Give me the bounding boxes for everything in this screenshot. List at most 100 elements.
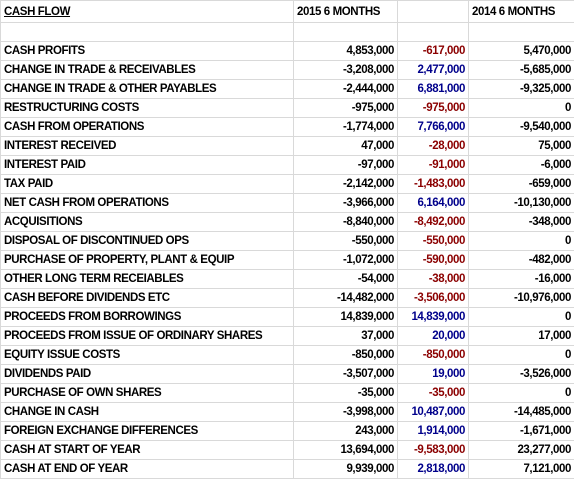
row-label: OTHER LONG TERM RECEIABLES	[0, 269, 294, 289]
value-cell: -35,000	[397, 383, 469, 403]
value-cell: -16,000	[468, 269, 574, 289]
value-cell: -9,325,000	[468, 79, 574, 99]
value-cell: -3,998,000	[293, 402, 398, 422]
blank-row	[0, 22, 574, 42]
value-cell: -975,000	[397, 98, 469, 118]
value-cell: 13,694,000	[293, 440, 398, 460]
value-cell: 7,766,000	[397, 117, 469, 137]
value-cell: 5,470,000	[468, 41, 574, 61]
value-cell: 0	[468, 383, 574, 403]
value-cell: 0	[468, 98, 574, 118]
data-row: OTHER LONG TERM RECEIABLES -54,000 -38,000…	[0, 269, 574, 289]
value-cell: -97,000	[293, 155, 398, 175]
row-label: INTEREST RECEIVED	[0, 136, 294, 156]
value-cell: -1,671,000	[468, 421, 574, 441]
row-label: PURCHASE OF PROPERTY, PLANT & EQUIP	[0, 250, 294, 270]
value-cell: -1,072,000	[293, 250, 398, 270]
row-label: CASH PROFITS	[0, 41, 294, 61]
row-label: CHANGE IN TRADE & OTHER PAYABLES	[0, 79, 294, 99]
data-row: TAX PAID -2,142,000 -1,483,000 -659,000	[0, 174, 574, 194]
value-cell: 0	[468, 231, 574, 251]
row-label: ACQUISITIONS	[0, 212, 294, 232]
value-cell: -8,840,000	[293, 212, 398, 232]
value-cell: 10,487,000	[397, 402, 469, 422]
value-cell: -850,000	[293, 345, 398, 365]
value-cell: 37,000	[293, 326, 398, 346]
row-label: DIVIDENDS PAID	[0, 364, 294, 384]
row-label: PROCEEDS FROM ISSUE OF ORDINARY SHARES	[0, 326, 294, 346]
value-cell: 14,839,000	[293, 307, 398, 327]
row-label: NET CASH FROM OPERATIONS	[0, 193, 294, 213]
row-label: CHANGE IN TRADE & RECEIVABLES	[0, 60, 294, 80]
data-row: CASH PROFITS 4,853,000 -617,000 5,470,000	[0, 41, 574, 61]
value-cell: -3,208,000	[293, 60, 398, 80]
value-cell: -14,482,000	[293, 288, 398, 308]
value-cell: -3,507,000	[293, 364, 398, 384]
value-cell: 9,939,000	[293, 459, 398, 479]
value-cell: -9,540,000	[468, 117, 574, 137]
value-cell: -35,000	[293, 383, 398, 403]
value-cell: -38,000	[397, 269, 469, 289]
data-row: RESTRUCTURING COSTS -975,000 -975,000 0	[0, 98, 574, 118]
empty-cell	[397, 0, 469, 23]
value-cell: 6,881,000	[397, 79, 469, 99]
value-cell: -975,000	[293, 98, 398, 118]
value-cell: 1,914,000	[397, 421, 469, 441]
value-cell: -850,000	[397, 345, 469, 365]
data-row: PROCEEDS FROM BORROWINGS 14,839,000 14,839…	[0, 307, 574, 327]
value-cell: -54,000	[293, 269, 398, 289]
data-row: CHANGE IN TRADE & RECEIVABLES -3,208,000 2…	[0, 60, 574, 80]
data-row: EQUITY ISSUE COSTS -850,000 -850,000 0	[0, 345, 574, 365]
value-cell: 0	[468, 345, 574, 365]
empty-cell	[293, 22, 398, 42]
spreadsheet: CASH FLOW 2015 6 MONTHS 2014 6 MONTHS CA…	[0, 0, 574, 479]
row-label: CASH BEFORE DIVIDENDS ETC	[0, 288, 294, 308]
value-cell: -14,485,000	[468, 402, 574, 422]
value-cell: -10,130,000	[468, 193, 574, 213]
value-cell: 4,853,000	[293, 41, 398, 61]
empty-cell	[397, 22, 469, 42]
value-cell: -28,000	[397, 136, 469, 156]
row-label: PROCEEDS FROM BORROWINGS	[0, 307, 294, 327]
data-row: CASH FROM OPERATIONS -1,774,000 7,766,000-…	[0, 117, 574, 137]
row-label: FOREIGN EXCHANGE DIFFERENCES	[0, 421, 294, 441]
value-cell: 20,000	[397, 326, 469, 346]
value-cell: -3,966,000	[293, 193, 398, 213]
header-row: CASH FLOW 2015 6 MONTHS 2014 6 MONTHS	[0, 0, 574, 23]
data-row: DISPOSAL OF DISCONTINUED OPS -550,000 -550…	[0, 231, 574, 251]
data-row: INTEREST PAID -97,000 -91,000 -6,000	[0, 155, 574, 175]
value-cell: -3,506,000	[397, 288, 469, 308]
value-cell: -617,000	[397, 41, 469, 61]
value-cell: -8,492,000	[397, 212, 469, 232]
value-cell: -91,000	[397, 155, 469, 175]
value-cell: 75,000	[468, 136, 574, 156]
data-row: NET CASH FROM OPERATIONS -3,966,000 6,164,…	[0, 193, 574, 213]
row-label: CASH FROM OPERATIONS	[0, 117, 294, 137]
row-label: CHANGE IN CASH	[0, 402, 294, 422]
value-cell: 0	[468, 307, 574, 327]
data-row: CASH BEFORE DIVIDENDS ETC -14,482,000 -3,5…	[0, 288, 574, 308]
column-header: 2014 6 MONTHS	[468, 0, 574, 23]
value-cell: 23,277,000	[468, 440, 574, 460]
sheet-title: CASH FLOW	[0, 0, 294, 23]
value-cell: 6,164,000	[397, 193, 469, 213]
value-cell: 19,000	[397, 364, 469, 384]
row-label: DISPOSAL OF DISCONTINUED OPS	[0, 231, 294, 251]
row-label: CASH AT START OF YEAR	[0, 440, 294, 460]
value-cell: 17,000	[468, 326, 574, 346]
value-cell: -482,000	[468, 250, 574, 270]
row-label: RESTRUCTURING COSTS	[0, 98, 294, 118]
data-row: CASH AT END OF YEAR 9,939,000 2,818,000 7,1…	[0, 459, 574, 479]
value-cell: -2,142,000	[293, 174, 398, 194]
data-row: FOREIGN EXCHANGE DIFFERENCES 243,000 1,914…	[0, 421, 574, 441]
value-cell: -1,774,000	[293, 117, 398, 137]
value-cell: -550,000	[293, 231, 398, 251]
data-row: PURCHASE OF PROPERTY, PLANT & EQUIP -1,07…	[0, 250, 574, 270]
value-cell: -659,000	[468, 174, 574, 194]
row-label: TAX PAID	[0, 174, 294, 194]
data-row: ACQUISITIONS -8,840,000 -8,492,000 -348,000	[0, 212, 574, 232]
value-cell: 14,839,000	[397, 307, 469, 327]
value-cell: 47,000	[293, 136, 398, 156]
value-cell: -1,483,000	[397, 174, 469, 194]
